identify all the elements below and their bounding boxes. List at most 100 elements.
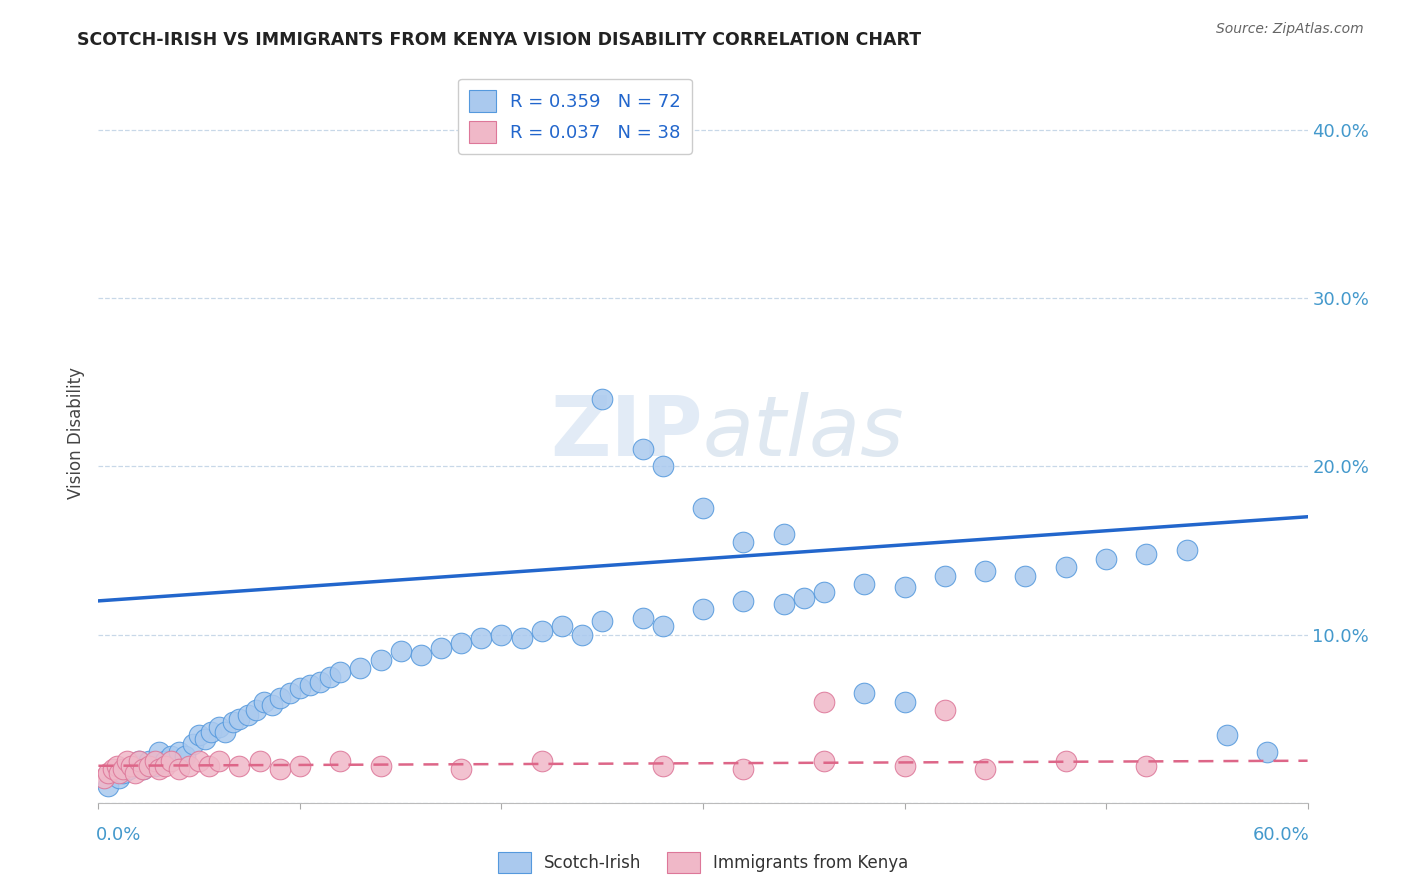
Point [269, 762, 291, 776]
Point [651, 619, 673, 633]
Point [120, 758, 142, 772]
Point [299, 678, 322, 692]
Point [349, 661, 371, 675]
Point [153, 758, 176, 772]
Point [974, 564, 997, 578]
Point [530, 754, 553, 768]
Point [228, 758, 250, 772]
Point [813, 695, 835, 709]
Point [228, 712, 250, 726]
Point [813, 585, 835, 599]
Point [260, 698, 283, 713]
Text: 60.0%: 60.0% [1253, 827, 1310, 845]
Point [309, 674, 332, 689]
Point [124, 765, 146, 780]
Point [409, 648, 432, 662]
Point [1175, 543, 1198, 558]
Point [853, 577, 876, 591]
Point [651, 459, 673, 474]
Text: 0.0%: 0.0% [96, 827, 142, 845]
Point [138, 754, 160, 768]
Point [430, 640, 453, 655]
Point [329, 665, 352, 679]
Point [132, 762, 155, 776]
Point [1014, 568, 1036, 582]
Point [631, 610, 654, 624]
Point [893, 581, 915, 595]
Point [813, 754, 835, 768]
Point [179, 758, 201, 772]
Point [772, 526, 794, 541]
Point [167, 762, 190, 776]
Point [631, 442, 654, 457]
Point [1135, 758, 1157, 772]
Point [893, 695, 915, 709]
Point [389, 644, 412, 658]
Text: Source: ZipAtlas.com: Source: ZipAtlas.com [1216, 22, 1364, 37]
Point [111, 765, 134, 780]
Point [132, 762, 155, 776]
Point [115, 754, 138, 768]
Point [1135, 547, 1157, 561]
Point [510, 631, 533, 645]
Point [200, 725, 222, 739]
Point [733, 535, 755, 549]
Point [128, 754, 150, 768]
Point [194, 731, 217, 746]
Point [214, 725, 236, 739]
Point [97, 779, 120, 793]
Point [591, 614, 613, 628]
Point [692, 602, 714, 616]
Point [93, 771, 115, 785]
Point [329, 754, 352, 768]
Point [128, 754, 150, 768]
Point [370, 758, 392, 772]
Point [148, 762, 170, 776]
Point [188, 729, 211, 743]
Point [278, 686, 301, 700]
Point [319, 670, 342, 684]
Text: SCOTCH-IRISH VS IMMIGRANTS FROM KENYA VISION DISABILITY CORRELATION CHART: SCOTCH-IRISH VS IMMIGRANTS FROM KENYA VI… [77, 31, 921, 49]
Point [138, 758, 160, 772]
Point [491, 627, 513, 641]
Text: ZIP: ZIP [551, 392, 703, 473]
Point [188, 754, 211, 768]
Point [222, 714, 245, 729]
Point [288, 758, 311, 772]
Point [450, 762, 472, 776]
Point [167, 745, 190, 759]
Point [107, 771, 129, 785]
Point [124, 758, 146, 772]
Point [253, 695, 276, 709]
Point [97, 765, 120, 780]
Point [1054, 754, 1077, 768]
Point [288, 681, 311, 696]
Point [1095, 551, 1118, 566]
Point [571, 627, 593, 641]
Point [651, 758, 673, 772]
Point [1256, 745, 1278, 759]
Point [530, 624, 553, 639]
Point [1054, 560, 1077, 574]
Point [249, 754, 271, 768]
Point [107, 765, 129, 780]
Point [245, 703, 267, 717]
Point [174, 748, 197, 763]
Point [893, 758, 915, 772]
Point [733, 594, 755, 608]
Point [160, 748, 183, 763]
Point [793, 591, 815, 605]
Point [101, 762, 124, 776]
Point [160, 754, 183, 768]
Point [208, 754, 231, 768]
Legend: Scotch-Irish, Immigrants from Kenya: Scotch-Irish, Immigrants from Kenya [491, 846, 915, 880]
Point [111, 762, 134, 776]
Point [105, 758, 128, 772]
Text: atlas: atlas [703, 392, 904, 473]
Point [198, 758, 221, 772]
Point [236, 708, 259, 723]
Point [551, 619, 574, 633]
Point [853, 686, 876, 700]
Point [269, 691, 291, 706]
Legend: R = 0.359   N = 72, R = 0.037   N = 38: R = 0.359 N = 72, R = 0.037 N = 38 [458, 78, 692, 153]
